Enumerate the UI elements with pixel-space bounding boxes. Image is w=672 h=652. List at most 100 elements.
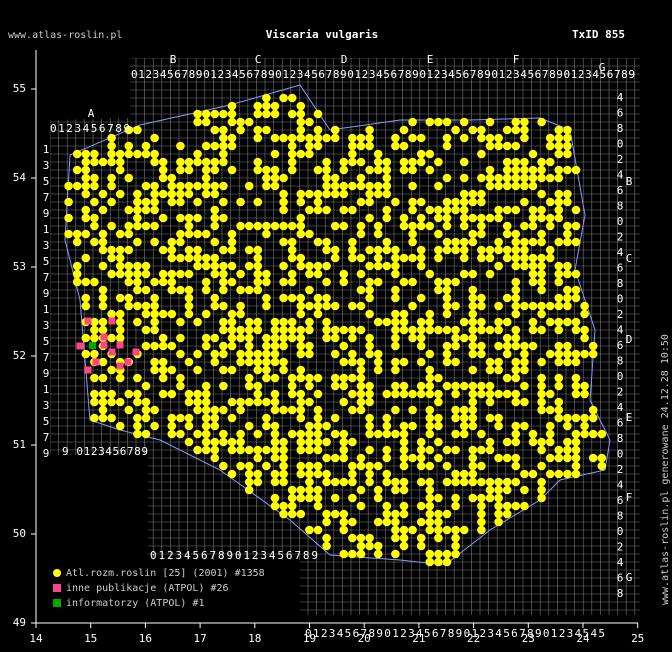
record: [322, 477, 331, 487]
record: [262, 397, 271, 407]
record: [434, 325, 443, 335]
record: [442, 445, 452, 455]
record: [305, 117, 314, 127]
y-tick-label: 54: [13, 171, 27, 184]
record: [244, 261, 254, 271]
record: [365, 533, 374, 543]
record: [305, 141, 314, 151]
record: [356, 285, 366, 295]
record: [365, 461, 374, 471]
record: [92, 358, 100, 366]
record: [296, 301, 306, 311]
record: [330, 333, 340, 343]
record: [141, 309, 151, 319]
record: [356, 533, 366, 543]
record: [502, 173, 512, 183]
record: [89, 342, 96, 349]
record: [382, 509, 392, 519]
record: [485, 485, 495, 495]
record: [485, 165, 495, 175]
record: [150, 309, 159, 319]
record: [408, 165, 417, 175]
record: [167, 197, 177, 207]
record: [72, 229, 82, 239]
record: [305, 381, 314, 391]
legend-marker: [53, 584, 61, 592]
record: [253, 221, 263, 231]
record: [442, 349, 452, 359]
grid-letter: B: [170, 53, 177, 66]
record: [502, 477, 512, 487]
record: [391, 525, 400, 535]
record: [563, 221, 572, 231]
record: [356, 269, 366, 279]
record: [150, 317, 159, 327]
record: [391, 253, 400, 263]
record: [494, 365, 503, 375]
record: [494, 477, 503, 487]
record: [520, 165, 529, 175]
record: [468, 469, 478, 479]
record: [416, 341, 426, 351]
record: [210, 109, 220, 119]
record: [296, 117, 306, 127]
record: [184, 389, 194, 399]
record: [365, 421, 374, 431]
record: [373, 189, 383, 199]
record: [201, 397, 211, 407]
record: [391, 509, 400, 519]
record: [313, 469, 323, 479]
record: [339, 269, 349, 279]
record: [511, 429, 521, 439]
record: [571, 453, 581, 463]
record: [494, 325, 503, 335]
record: [356, 173, 366, 183]
record: [150, 205, 159, 215]
record: [425, 549, 435, 559]
record: [528, 173, 538, 183]
record: [588, 341, 598, 351]
record: [373, 429, 383, 439]
record: [356, 381, 366, 391]
record: [279, 333, 288, 343]
record: [219, 277, 228, 287]
record: [520, 125, 529, 135]
record: [382, 165, 392, 175]
record: [416, 389, 426, 399]
record: [442, 117, 452, 127]
record: [580, 421, 589, 431]
record: [511, 277, 521, 287]
record: [201, 381, 211, 391]
record: [184, 437, 194, 447]
y-tick-label: 55: [13, 82, 26, 95]
record: [184, 213, 194, 223]
record: [528, 317, 538, 327]
record: [434, 277, 443, 287]
record: [416, 453, 426, 463]
record: [408, 253, 417, 263]
record: [107, 181, 116, 191]
record: [356, 197, 366, 207]
record: [262, 413, 271, 423]
record: [459, 117, 469, 127]
record: [468, 333, 478, 343]
record: [227, 133, 237, 143]
record: [141, 397, 151, 407]
taxon-id: TxID 855: [572, 28, 625, 41]
record: [434, 549, 443, 559]
record: [176, 269, 185, 279]
record: [167, 237, 177, 247]
legend-label: informatorzy (ATPOL) #1: [66, 598, 204, 609]
record: [141, 197, 151, 207]
record: [537, 405, 546, 415]
record: [150, 293, 159, 303]
record: [236, 429, 245, 439]
record: [296, 373, 306, 383]
record: [408, 333, 417, 343]
record: [296, 349, 306, 359]
record: [98, 397, 108, 407]
record: [339, 205, 349, 215]
record: [305, 493, 314, 503]
record: [270, 453, 280, 463]
record: [253, 245, 263, 255]
